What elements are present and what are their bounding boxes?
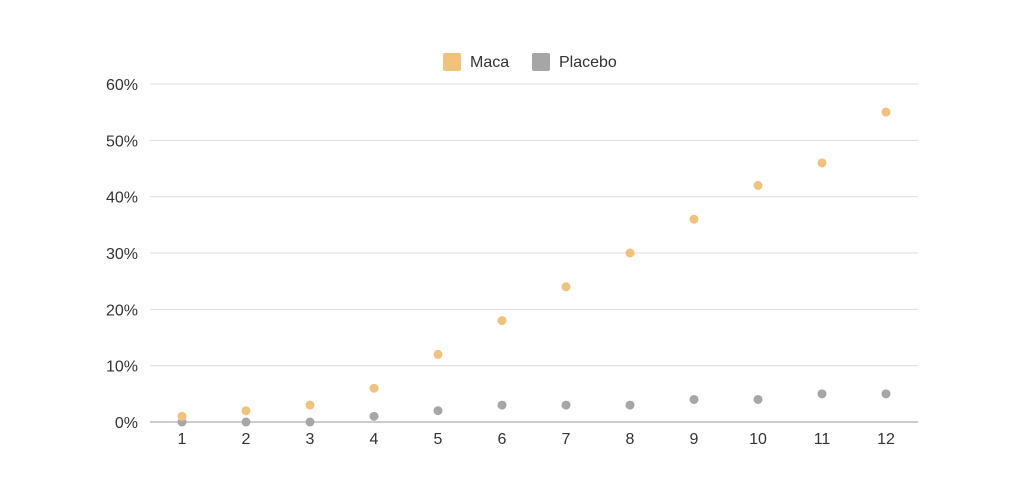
maca-point-12 <box>881 107 891 117</box>
x-tick-label: 10 <box>749 431 767 448</box>
x-axis-tick-labels: 1 2 3 4 5 6 7 8 9 10 11 12 <box>178 431 895 448</box>
x-tick-label: 12 <box>877 431 895 448</box>
placebo-point-12 <box>881 389 891 399</box>
x-tick-label: 5 <box>434 431 443 448</box>
maca-point-5 <box>433 349 443 359</box>
y-tick-label: 50% <box>106 133 138 150</box>
placebo-point-6 <box>497 400 507 410</box>
x-tick-label: 1 <box>178 431 187 448</box>
legend-label-maca: Maca <box>470 54 509 71</box>
maca-point-10 <box>753 180 763 190</box>
x-tick-label: 6 <box>498 431 507 448</box>
x-tick-label: 8 <box>626 431 635 448</box>
maca-point-11 <box>817 158 827 168</box>
maca-point-9 <box>689 214 699 224</box>
legend-label-placebo: Placebo <box>559 54 617 71</box>
placebo-point-11 <box>817 389 827 399</box>
placebo-point-8 <box>625 400 635 410</box>
y-tick-label: 60% <box>106 77 138 94</box>
y-tick-label: 10% <box>106 359 138 376</box>
x-tick-label: 2 <box>242 431 251 448</box>
maca-point-1 <box>177 411 187 421</box>
x-tick-label: 4 <box>370 431 379 448</box>
maca-point-3 <box>305 400 315 410</box>
x-tick-label: 11 <box>814 431 831 448</box>
x-tick-label: 3 <box>306 431 315 448</box>
maca-point-2 <box>241 406 251 416</box>
legend-swatch-maca <box>443 53 461 71</box>
gridlines <box>150 83 918 367</box>
placebo-point-10 <box>753 394 763 404</box>
y-tick-label: 40% <box>106 190 138 207</box>
placebo-point-9 <box>689 394 699 404</box>
maca-point-8 <box>625 248 635 258</box>
maca-point-4 <box>369 383 379 393</box>
y-tick-label: 0% <box>115 415 138 432</box>
y-tick-label: 20% <box>106 302 138 319</box>
maca-point-7 <box>561 282 571 292</box>
placebo-point-3 <box>305 417 315 427</box>
legend: Maca Placebo <box>443 53 617 71</box>
maca-point-6 <box>497 316 507 326</box>
x-tick-label: 9 <box>690 431 699 448</box>
y-axis-tick-labels: 0% 10% 20% 30% 40% 50% 60% <box>106 77 138 432</box>
x-tick-label: 7 <box>562 431 571 448</box>
y-tick-label: 30% <box>106 246 138 263</box>
placebo-point-4 <box>369 411 379 421</box>
legend-swatch-placebo <box>532 53 550 71</box>
placebo-point-2 <box>241 417 251 427</box>
placebo-point-5 <box>433 406 443 416</box>
data-points <box>177 107 891 427</box>
placebo-point-7 <box>561 400 571 410</box>
